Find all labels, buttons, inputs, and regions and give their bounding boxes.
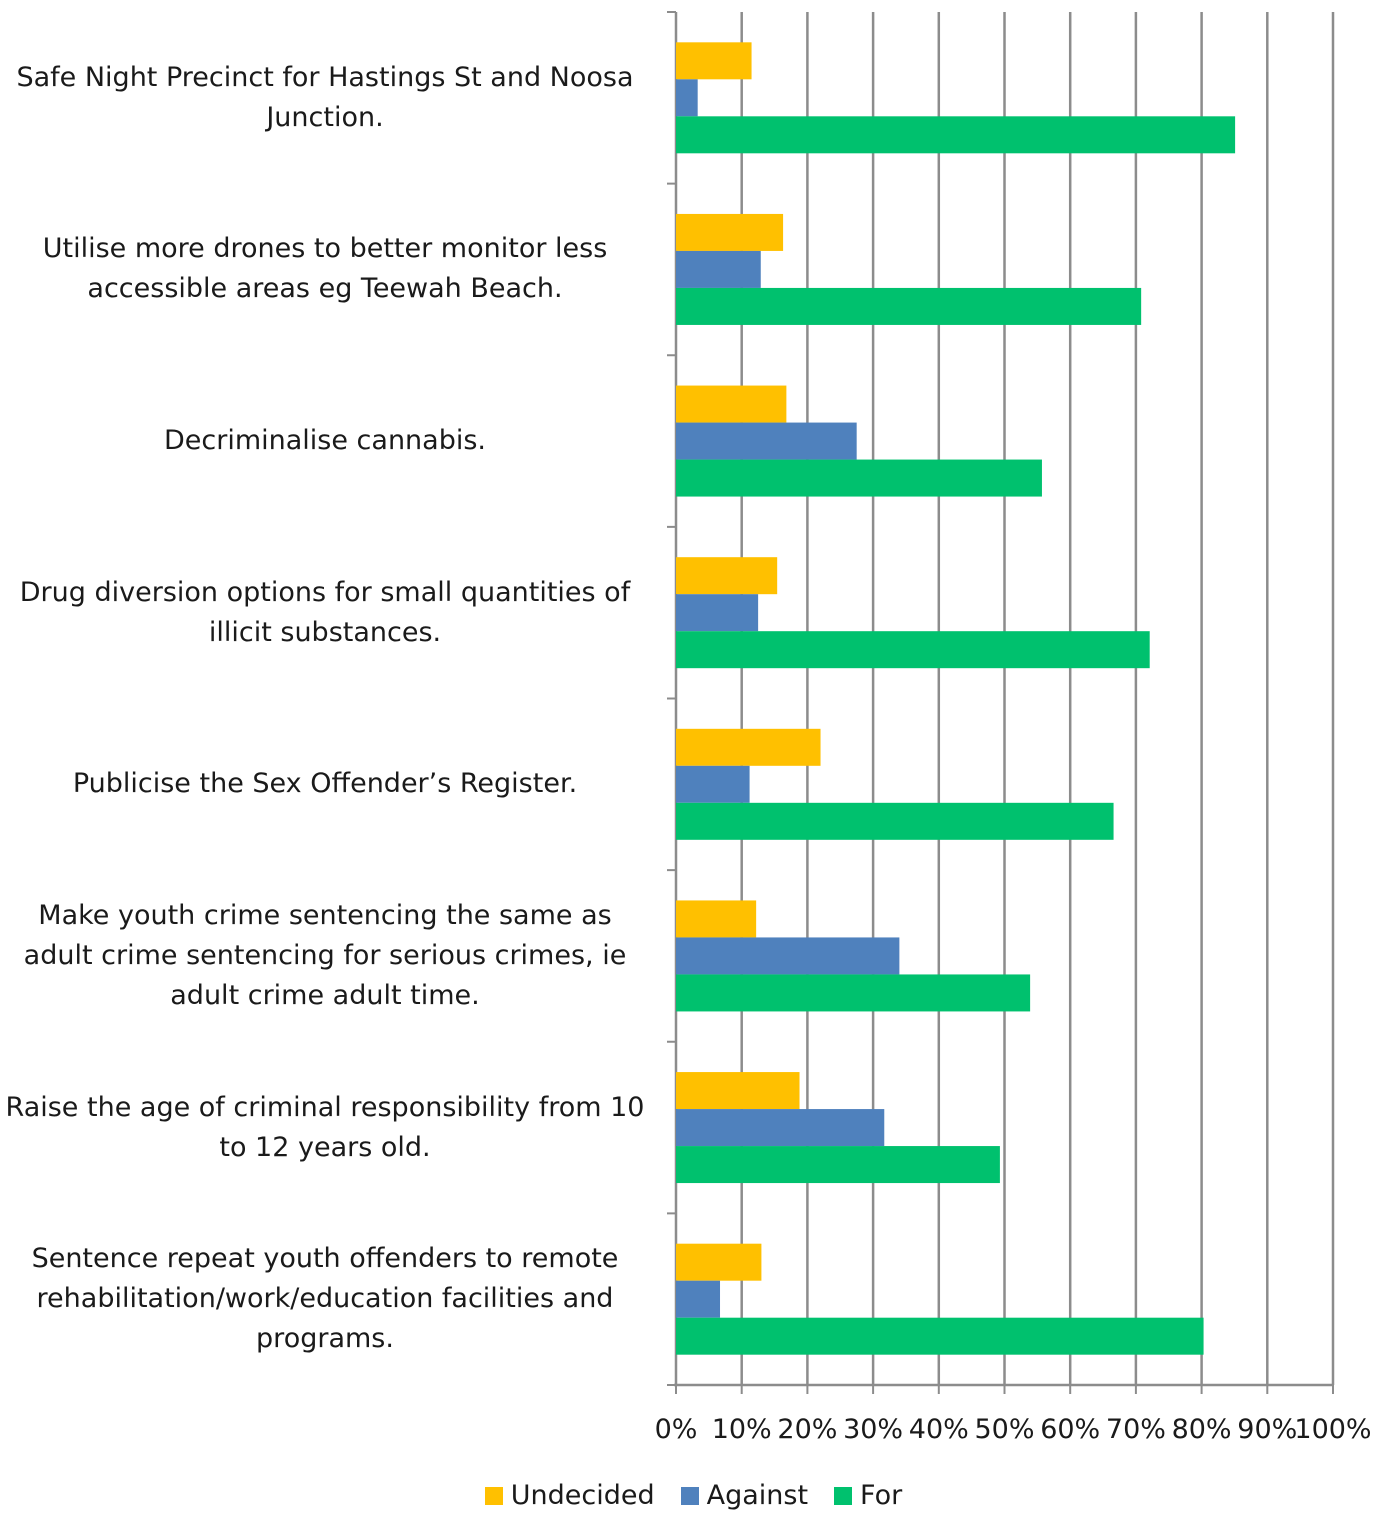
- bar-undecided: [676, 1072, 800, 1110]
- bar-against: [676, 1280, 721, 1318]
- x-tick-label: 90%: [1237, 1414, 1297, 1445]
- x-tick-label: 50%: [974, 1414, 1034, 1445]
- category-label: Publicise the Sex Offender’s Register.: [72, 768, 578, 800]
- category-label: Safe Night Precinct for Hastings St and …: [16, 61, 634, 133]
- legend-item: Against: [680, 1480, 809, 1511]
- bar-undecided: [676, 385, 787, 423]
- bar-against: [676, 594, 759, 632]
- legend-label: Undecided: [510, 1480, 655, 1511]
- bar-for: [676, 1317, 1204, 1355]
- legend-item: Undecided: [484, 1480, 655, 1511]
- bar-undecided: [676, 42, 752, 80]
- bar-undecided: [676, 728, 821, 766]
- bar-undecided: [676, 557, 778, 595]
- bar-against: [676, 1109, 885, 1147]
- bar-for: [676, 459, 1042, 497]
- bar-against: [676, 250, 761, 288]
- bar-against: [676, 937, 900, 975]
- bar-undecided: [676, 900, 757, 938]
- legend-swatch: [834, 1486, 853, 1505]
- bar-undecided: [676, 213, 784, 251]
- bar-against: [676, 765, 750, 803]
- bar-for: [676, 974, 1031, 1012]
- x-tick-label: 30%: [843, 1414, 903, 1445]
- category-label: Make youth crime sentencing the same as …: [23, 899, 627, 1011]
- category-label: Drug diversion options for small quantit…: [19, 576, 631, 648]
- legend-swatch: [680, 1486, 699, 1505]
- legend-label: Against: [706, 1480, 809, 1511]
- x-tick-label: 40%: [909, 1414, 969, 1445]
- x-tick-label: 100%: [1294, 1414, 1371, 1445]
- bar-against: [676, 422, 857, 460]
- bar-undecided: [676, 1243, 762, 1281]
- bar-for: [676, 1146, 1000, 1184]
- legend-label: For: [860, 1480, 903, 1511]
- category-label: Sentence repeat youth offenders to remot…: [31, 1243, 619, 1355]
- category-label: Decriminalise cannabis.: [163, 425, 487, 457]
- x-tick-label: 80%: [1172, 1414, 1232, 1445]
- x-tick-label: 60%: [1040, 1414, 1100, 1445]
- x-tick-label: 10%: [712, 1414, 772, 1445]
- category-label: Raise the age of criminal responsibility…: [5, 1091, 645, 1163]
- x-tick-label: 70%: [1106, 1414, 1166, 1445]
- bar-for: [676, 287, 1142, 325]
- bar-for: [676, 116, 1236, 154]
- legend-swatch: [484, 1486, 503, 1505]
- legend: Undecided Against For: [0, 1480, 1387, 1511]
- legend-item: For: [834, 1480, 902, 1511]
- bar-for: [676, 802, 1114, 840]
- x-tick-label: 20%: [777, 1414, 837, 1445]
- x-tick-label: 0%: [655, 1414, 698, 1445]
- bar-for: [676, 631, 1150, 669]
- bar-against: [676, 79, 698, 117]
- category-label: Utilise more drones to better monitor le…: [42, 233, 608, 305]
